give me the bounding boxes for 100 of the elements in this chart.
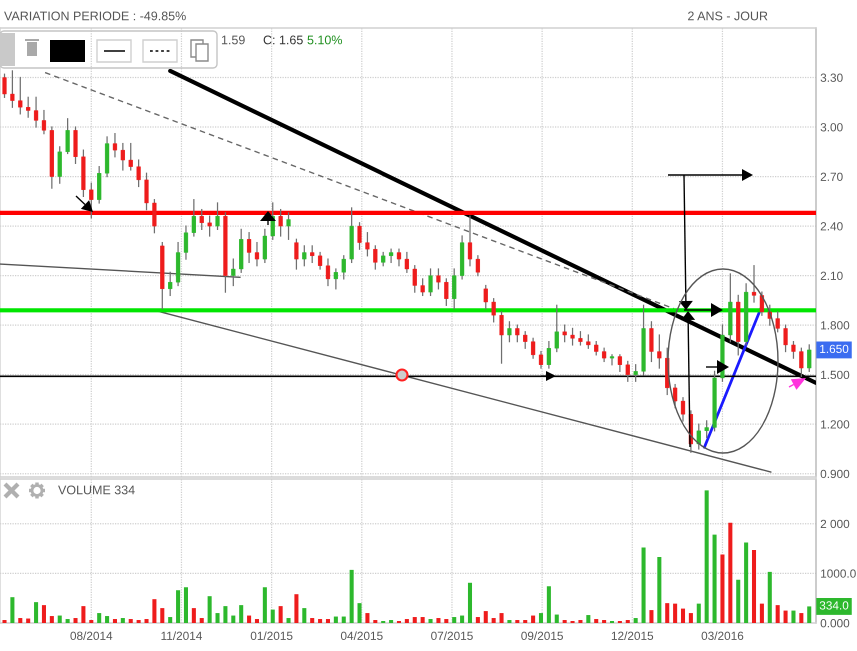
bar — [712, 534, 717, 623]
annotation: C: 1.65 — [264, 36, 303, 44]
candlestick — [594, 341, 598, 356]
candlestick — [34, 96, 38, 128]
y-tick-label: 1000.0 — [821, 569, 856, 578]
candlestick — [546, 341, 552, 369]
candlestick — [120, 142, 125, 171]
bar — [657, 556, 662, 623]
bar — [342, 616, 346, 623]
x-tick-label: 08/2014 — [70, 631, 112, 640]
candlestick — [570, 328, 575, 346]
bar — [428, 619, 433, 623]
candlestick — [200, 208, 204, 230]
bar — [373, 620, 378, 623]
x-tick-label: 01/2015 — [250, 631, 292, 640]
candlestick — [318, 252, 322, 270]
bar — [562, 620, 567, 623]
bar — [239, 605, 244, 623]
candlestick — [634, 364, 638, 382]
bar — [112, 619, 117, 623]
candlestick — [499, 311, 504, 364]
candlestick — [310, 245, 314, 264]
bar — [404, 619, 409, 623]
bar — [184, 587, 188, 623]
candlestick — [696, 424, 701, 450]
bar — [318, 619, 322, 623]
candlestick — [254, 242, 260, 266]
candlestick — [428, 268, 433, 296]
candlestick — [444, 278, 448, 306]
candlestick — [602, 348, 606, 362]
x-tick-label: 12/2015 — [612, 631, 654, 640]
bar — [546, 586, 551, 623]
bar — [215, 613, 220, 623]
bar — [444, 619, 448, 623]
candlestick — [523, 331, 528, 349]
bar — [784, 610, 788, 623]
candlestick — [208, 216, 212, 237]
bar — [97, 613, 102, 623]
candlestick — [578, 331, 583, 346]
bar — [531, 616, 536, 623]
bar — [254, 619, 259, 623]
bar — [42, 605, 46, 623]
bar — [105, 616, 110, 623]
candlestick — [412, 265, 417, 293]
bar — [73, 618, 78, 623]
candlestick — [492, 298, 496, 322]
chart-subtitle: 2 ANS - JOUR — [688, 12, 768, 20]
bar — [81, 606, 86, 623]
bar — [144, 619, 149, 623]
bar — [208, 596, 212, 623]
y-tick-label: 1.200 — [821, 420, 850, 429]
candlestick — [381, 252, 386, 266]
y-tick-label: 3.30 — [820, 74, 843, 82]
candlestick — [18, 76, 22, 114]
bar — [634, 618, 638, 623]
candlestick — [484, 284, 488, 310]
bar — [231, 616, 236, 623]
bar — [412, 617, 417, 623]
bar — [673, 604, 678, 623]
candlestick — [136, 159, 141, 188]
candlestick — [776, 311, 780, 332]
annotation: 1.59 — [222, 36, 245, 44]
candlestick — [168, 272, 172, 296]
candlestick — [388, 248, 394, 264]
bar — [586, 615, 590, 623]
bar — [523, 620, 528, 623]
bar — [278, 606, 283, 623]
candlestick — [89, 182, 94, 218]
candlestick — [286, 212, 291, 240]
bar — [294, 594, 298, 623]
bar — [484, 611, 488, 623]
candlestick — [262, 228, 267, 264]
bar — [58, 616, 62, 623]
candlestick — [752, 265, 756, 303]
y-tick-label: 0.000 — [820, 619, 850, 628]
candlestick — [452, 268, 456, 310]
bar — [436, 618, 440, 623]
bar — [720, 554, 724, 623]
bar — [680, 608, 686, 623]
candlestick — [672, 384, 678, 408]
bar — [744, 542, 748, 623]
candlestick — [562, 324, 567, 342]
bar — [270, 610, 275, 623]
bar — [334, 616, 338, 623]
bar — [365, 613, 370, 623]
candlestick — [373, 245, 378, 270]
candlestick — [507, 321, 512, 342]
y-tick-label: 1.800 — [821, 321, 850, 330]
bar — [358, 603, 362, 623]
bar — [200, 618, 204, 623]
bar — [192, 608, 196, 623]
bar — [538, 613, 544, 623]
bar — [168, 617, 172, 623]
candlestick — [618, 354, 622, 372]
candlestick — [184, 225, 188, 260]
bar — [460, 616, 464, 623]
bar — [223, 606, 228, 623]
candlestick — [66, 118, 70, 154]
candlestick — [626, 360, 630, 382]
candlestick — [294, 238, 299, 270]
